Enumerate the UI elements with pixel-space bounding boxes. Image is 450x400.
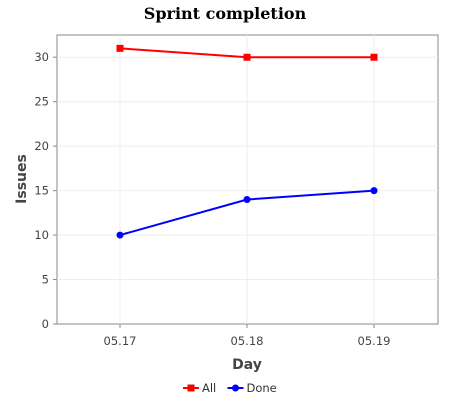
y-tick-label-20: 20 (34, 139, 49, 153)
legend-marker-done (232, 384, 239, 392)
x-tick-label-05.17: 05.17 (104, 334, 137, 348)
x-axis-ticks: 05.17 05.18 05.19 (104, 324, 391, 348)
legend: All Done (183, 381, 277, 395)
legend-label-all: All (202, 381, 216, 395)
y-tick-label-15: 15 (34, 184, 49, 198)
x-tick-label-05.18: 05.18 (231, 334, 264, 348)
y-tick-label-25: 25 (34, 95, 49, 109)
y-tick-label-5: 5 (42, 273, 49, 287)
series-lines (116, 44, 378, 239)
x-tick-label-05.19: 05.19 (358, 334, 391, 348)
y-tick-label-30: 30 (34, 50, 49, 64)
data-point-all-05.19 (370, 53, 378, 61)
y-tick-label-0: 0 (42, 317, 49, 331)
data-point-all-05.18 (243, 53, 251, 61)
legend-label-done: Done (247, 381, 277, 395)
y-axis-label: Issues (14, 154, 30, 204)
data-point-done-05.19 (370, 187, 378, 195)
y-tick-label-10: 10 (34, 228, 49, 242)
x-axis-label: Day (232, 357, 262, 373)
data-point-all-05.17 (116, 44, 124, 52)
data-point-done-05.17 (116, 231, 124, 239)
legend-marker-all (187, 384, 195, 392)
chart-title: Sprint completion (144, 4, 307, 23)
data-point-done-05.18 (243, 196, 251, 204)
y-axis-ticks: 0 5 10 15 20 25 30 (34, 50, 57, 331)
